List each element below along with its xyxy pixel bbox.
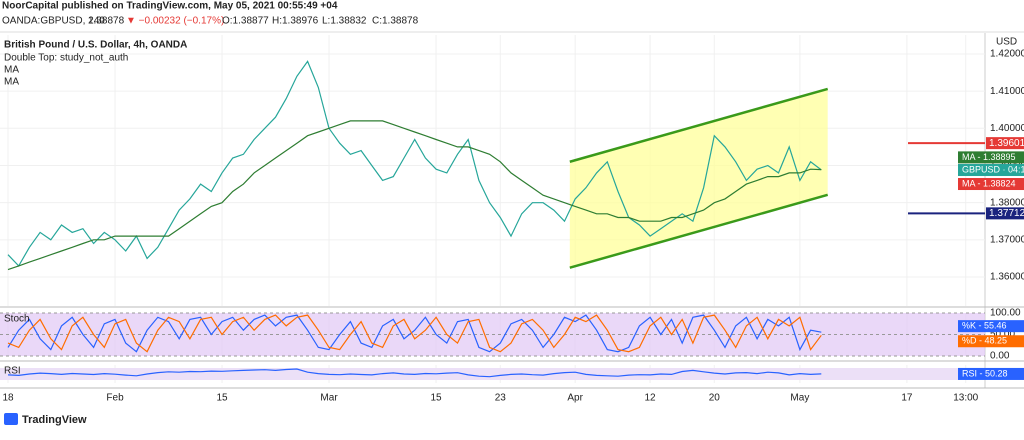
low: L:1.38832 bbox=[322, 16, 367, 27]
x-tick-label: Mar bbox=[320, 393, 338, 404]
channel-fill bbox=[569, 88, 828, 268]
open: O:1.38877 bbox=[222, 16, 269, 27]
high: H:1.38976 bbox=[272, 16, 319, 27]
x-tick-label: 15 bbox=[216, 393, 228, 404]
y-tick-label: 0.00 bbox=[990, 351, 1010, 362]
y-tick-label: 1.42000 bbox=[990, 49, 1024, 60]
x-tick-label: 17 bbox=[901, 393, 913, 404]
price-box-label: 1.37712 bbox=[989, 208, 1024, 219]
legend-item: MA bbox=[4, 65, 19, 76]
price-label-box bbox=[958, 178, 1024, 191]
price-label: %D - 48.25 bbox=[962, 336, 1007, 346]
publisher: NoorCapital published on TradingView.com… bbox=[2, 1, 338, 12]
x-tick-label: 20 bbox=[709, 393, 721, 404]
logo-icon bbox=[4, 413, 18, 425]
close: C:1.38878 bbox=[372, 16, 419, 27]
series-line bbox=[7, 314, 822, 353]
price-box bbox=[986, 137, 1024, 150]
x-tick-label: Apr bbox=[567, 393, 583, 404]
x-tick-label: 15 bbox=[430, 393, 442, 404]
last: 1.38878 bbox=[88, 16, 125, 27]
axis-unit: USD bbox=[996, 37, 1017, 48]
legend-item: Double Top: study_not_auth bbox=[4, 53, 128, 64]
y-tick-label: 50.00 bbox=[990, 329, 1015, 340]
price-label: MA - 1.38895 bbox=[962, 152, 1016, 162]
price-label: RSI - 50.28 bbox=[962, 368, 1008, 378]
y-tick-label: 1.41000 bbox=[990, 86, 1024, 97]
panel-title: British Pound / U.S. Dollar, 4h, OANDA bbox=[4, 40, 187, 51]
x-tick-label: May bbox=[790, 393, 809, 404]
y-tick-label: 1.38000 bbox=[990, 197, 1024, 208]
series-line bbox=[7, 120, 822, 271]
channel-edge bbox=[569, 193, 829, 269]
symbol: OANDA:GBPUSD, 240 bbox=[2, 16, 105, 27]
y-tick-label: 1.40000 bbox=[990, 123, 1024, 134]
rsi-band bbox=[0, 368, 985, 380]
price-label: GBPUSD · 04:13 bbox=[962, 164, 1024, 174]
x-tick-label: 18 bbox=[2, 393, 14, 404]
price-label-box bbox=[958, 164, 1024, 177]
y-tick-label: 1.37000 bbox=[990, 234, 1024, 245]
series-line bbox=[7, 368, 822, 378]
y-tick-label: 1.36000 bbox=[990, 272, 1024, 283]
price-box bbox=[986, 207, 1024, 220]
change: ▼ −0.00232 (−0.17%) bbox=[126, 16, 224, 27]
price-box-label: 1.39601 bbox=[989, 138, 1024, 149]
y-tick-label: 100.00 bbox=[990, 308, 1021, 319]
x-tick-label: 13:00 bbox=[953, 393, 978, 404]
series-line bbox=[7, 314, 822, 353]
legend-item: MA bbox=[4, 77, 19, 88]
price-label: %K - 55.46 bbox=[962, 321, 1007, 331]
x-tick-label: 12 bbox=[645, 393, 657, 404]
price-label: MA - 1.38824 bbox=[962, 178, 1016, 188]
price-label-box bbox=[958, 335, 1024, 348]
panel-title: Stoch bbox=[4, 314, 30, 325]
price-label-box bbox=[958, 320, 1024, 333]
x-tick-label: 23 bbox=[495, 393, 507, 404]
panel-title: RSI bbox=[4, 366, 21, 377]
channel-edge bbox=[569, 87, 829, 163]
x-tick-label: Feb bbox=[106, 393, 124, 404]
price-label-box bbox=[958, 151, 1024, 164]
logo[interactable]: TradingView bbox=[22, 414, 87, 426]
price-label-box bbox=[958, 367, 1024, 380]
